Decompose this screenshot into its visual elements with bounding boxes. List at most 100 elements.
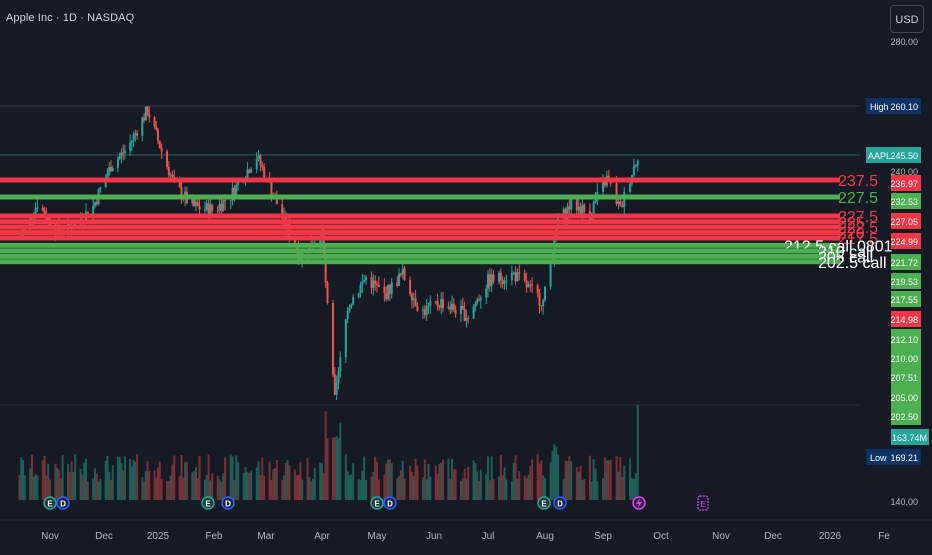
candle-body [529,284,532,286]
volume-bar [233,480,236,500]
level-line[interactable] [0,230,840,236]
volume-bar [224,457,227,500]
svg-text:D: D [387,500,393,509]
level-line[interactable] [0,235,840,241]
level-line[interactable] [0,253,840,259]
low-tag: Low [870,453,887,463]
volume-bar [505,479,508,500]
candle-body [447,306,450,309]
volume-bar [385,463,388,500]
candle-body [423,309,426,315]
svg-text:D: D [557,500,563,509]
volume-bar [20,457,23,500]
x-tick-label: Jun [426,531,442,542]
volume-bar [311,478,314,500]
candle-body [335,382,338,395]
price-label-box [891,193,921,209]
volume-bar [568,456,571,500]
x-tick-label: 2025 [147,531,170,542]
candle-body [451,303,453,310]
price-label-box [891,273,921,289]
lightning-icon[interactable] [632,496,646,510]
candle-body [629,183,632,192]
candle-body [516,272,519,282]
level-line[interactable] [0,224,840,230]
candle-body [619,201,622,206]
candle-body [499,272,502,280]
candle-body [143,117,146,121]
dividend-icon[interactable]: D [56,496,70,510]
volume-bar [72,471,75,500]
volume-bar [423,459,426,500]
volume-bar [461,478,464,500]
volume-bar [399,469,402,500]
level-line[interactable] [0,213,840,219]
earnings-icon[interactable]: E [201,496,215,510]
svg-text:E: E [541,500,547,509]
level-label: 227.5 [838,190,878,207]
candle-body [487,274,489,289]
volume-bar [427,464,430,500]
level-line[interactable] [0,194,840,200]
candle-body [255,158,258,170]
volume-bar [374,456,377,500]
candle-body [363,280,366,282]
volume-bar [220,481,223,500]
dividend-icon[interactable]: D [383,496,397,510]
level-line[interactable] [0,242,840,248]
level-line[interactable] [0,248,840,254]
candle-body [531,284,534,286]
volume-bar [555,446,558,500]
candle-body [460,306,462,315]
volume-bar [47,463,50,500]
volume-bar [365,480,367,500]
svg-text:D: D [225,500,231,509]
level-line[interactable] [0,259,840,265]
x-tick-label: Mar [257,531,275,542]
volume-bar [166,481,169,500]
candle-body [492,274,495,282]
volume-bar [412,475,415,500]
earnings-icon[interactable]: E [537,496,551,510]
candle-body [203,209,206,211]
level-line[interactable] [0,177,840,183]
price-label-box [891,311,921,327]
candle-body [220,203,223,212]
volume-bar [388,459,391,500]
volume-bar [319,462,322,500]
candle-body [632,166,635,175]
volume-bar [196,478,199,500]
candle-body [158,140,161,148]
volume-bar [516,479,519,500]
dividend-icon[interactable]: D [553,496,567,510]
volume-bar [467,466,470,500]
low-value-box [891,449,921,465]
low-value: 169.21 [890,453,918,463]
volume-bar [29,468,32,500]
dividend-icon[interactable]: D [221,496,235,510]
candle-body [171,174,174,177]
y-tick-label: 280.00 [890,37,918,47]
candle-body [414,298,417,306]
level-line[interactable] [0,219,840,225]
candle-body [178,179,181,188]
candle-body [198,205,201,210]
currency-button[interactable]: USD [890,5,924,33]
volume-bar [244,467,247,500]
earnings-icon[interactable]: E [43,496,57,510]
earnings-icon[interactable]: E [370,496,384,510]
y-tick-label: 210.00 [890,354,918,364]
volume-bar [288,465,291,500]
volume-bar [421,477,424,500]
volume-bar [41,460,44,500]
candle-body [155,125,158,131]
price-label-box [891,175,921,191]
volume-bar [503,467,506,500]
candle-body [344,319,347,358]
future-earnings-icon[interactable]: E [697,495,709,511]
x-tick-label: Nov [41,531,59,542]
volume-bar [474,463,477,500]
volume-bar [160,479,163,500]
